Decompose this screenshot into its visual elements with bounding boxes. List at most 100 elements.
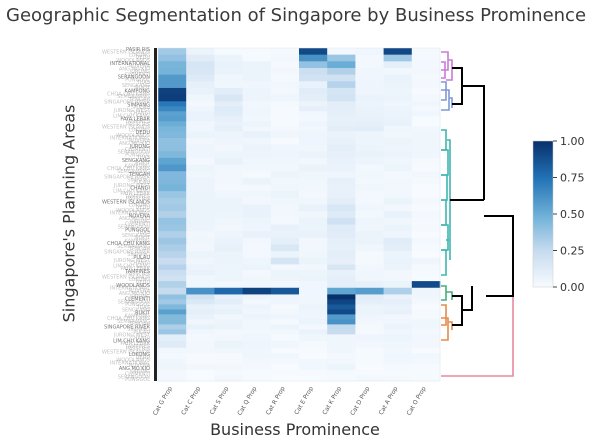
heatmap-cell — [383, 270, 413, 277]
heatmap-cell — [270, 251, 300, 259]
heatmap-cell — [242, 131, 272, 139]
heatmap-cell — [383, 364, 413, 371]
heatmap-cell — [411, 369, 441, 377]
heatmap-cell — [299, 287, 328, 296]
heatmap-cell — [186, 257, 215, 266]
heatmap-cell — [242, 81, 272, 89]
heatmap-cell — [355, 334, 384, 342]
heatmap-cell — [270, 224, 300, 232]
heatmap-cell — [411, 334, 441, 342]
heatmap-cell — [270, 177, 300, 186]
heatmap-cell — [158, 251, 187, 259]
heatmap-cell — [411, 264, 441, 271]
y-tick-label: INTERNATIONAL — [110, 211, 150, 217]
heatmap-cell — [242, 157, 272, 166]
heatmap-cell — [411, 231, 441, 239]
heatmap-cell — [214, 237, 243, 246]
y-tick-label: DEDU — [135, 205, 150, 211]
y-tick-label: LIM CHU KANG — [113, 113, 150, 119]
heatmap-cell — [186, 94, 215, 102]
heatmap-cell — [270, 217, 300, 226]
heatmap-cell — [299, 211, 328, 219]
y-tick-label: KAMPONG — [125, 238, 151, 244]
y-tick-label: PUNGGOL — [125, 152, 150, 158]
heatmap-cell — [299, 101, 328, 107]
y-tick-label: LIM CHU KANG — [113, 263, 150, 269]
heatmap-cell — [214, 309, 243, 316]
heatmap-cell — [355, 314, 384, 320]
dendrogram-branch — [452, 295, 463, 326]
heatmap-cell — [214, 319, 243, 325]
heatmap-cell — [355, 121, 384, 127]
heatmap-cell — [299, 319, 328, 325]
heatmap-cell — [411, 275, 441, 282]
heatmap-cell — [411, 74, 441, 82]
heatmap-cell — [214, 177, 243, 186]
heatmap-cell — [158, 237, 187, 246]
heatmap-cell — [383, 106, 413, 112]
heatmap-cell — [355, 237, 384, 246]
heatmap-cell — [158, 264, 187, 271]
heatmap-cell — [186, 364, 215, 371]
y-tick-label: DEDU — [135, 130, 150, 136]
y-tick-label: WESTERN ISLANDS — [102, 274, 150, 280]
heatmap-cell — [214, 257, 243, 266]
heatmap-cell — [355, 324, 384, 330]
heatmap-cell — [158, 341, 187, 349]
heatmap-cell — [411, 48, 441, 56]
heatmap-cell — [242, 184, 272, 192]
heatmap-cell — [158, 101, 187, 107]
heatmap-cell — [299, 304, 328, 311]
heatmap-cell — [242, 347, 272, 354]
heatmap-cell — [242, 309, 272, 316]
y-tick-label: TAMPINES — [124, 119, 150, 125]
heatmap-cell — [383, 304, 413, 311]
heatmap-cell — [327, 137, 356, 146]
y-tick-label: SERANGOON — [118, 75, 151, 81]
heatmap-cell — [299, 116, 328, 122]
heatmap-cell — [186, 211, 215, 219]
heatmap-cell — [383, 171, 413, 179]
heatmap-cell — [327, 144, 356, 152]
heatmap-cell — [270, 171, 300, 179]
y-tick-label: TUAS — [136, 80, 150, 86]
x-tick-label: Cat Q Prop — [236, 385, 258, 416]
heatmap-cell — [299, 375, 328, 382]
y-tick-label: JURONG — [129, 294, 150, 300]
heatmap-cell — [383, 369, 413, 377]
heatmap-cell — [355, 299, 384, 306]
heatmap-cell — [411, 364, 441, 371]
y-tick-label: PAYA LEBAR — [120, 191, 150, 197]
heatmap-cell — [383, 74, 413, 82]
heatmap-cell — [242, 275, 272, 282]
heatmap-cell — [327, 197, 356, 206]
heatmap-cell — [158, 111, 187, 117]
heatmap-cell — [186, 164, 215, 172]
heatmap-cell — [158, 116, 187, 122]
heatmap-cell — [327, 224, 356, 232]
heatmap-cell — [327, 353, 356, 360]
y-tick-label: LOKONG — [129, 127, 150, 133]
heatmap-cell — [327, 61, 356, 69]
heatmap-cell — [186, 74, 215, 82]
heatmap-cell — [270, 211, 300, 219]
heatmap-cell — [242, 126, 272, 132]
heatmap-cell — [158, 299, 187, 306]
heatmap-cell — [270, 244, 300, 252]
heatmap-cell — [242, 61, 272, 69]
heatmap-cell — [270, 191, 300, 199]
heatmap-cell — [299, 61, 328, 69]
dendrogram-branch — [452, 67, 463, 105]
heatmap-cell — [270, 309, 300, 316]
x-tick-label: Cat A Prop — [378, 385, 400, 416]
heatmap-cell — [214, 264, 243, 271]
heatmap-cell — [158, 54, 187, 62]
y-tick-label: SINGAPORE RIVER — [104, 100, 150, 106]
heatmap-cell — [411, 251, 441, 259]
heatmap-cell — [242, 87, 272, 96]
heatmap-cell — [186, 341, 215, 349]
colorbar-tick-label: 0.00 — [560, 281, 585, 294]
heatmap-cell — [383, 164, 413, 172]
heatmap-cell — [355, 191, 384, 199]
heatmap-cell — [242, 171, 272, 179]
